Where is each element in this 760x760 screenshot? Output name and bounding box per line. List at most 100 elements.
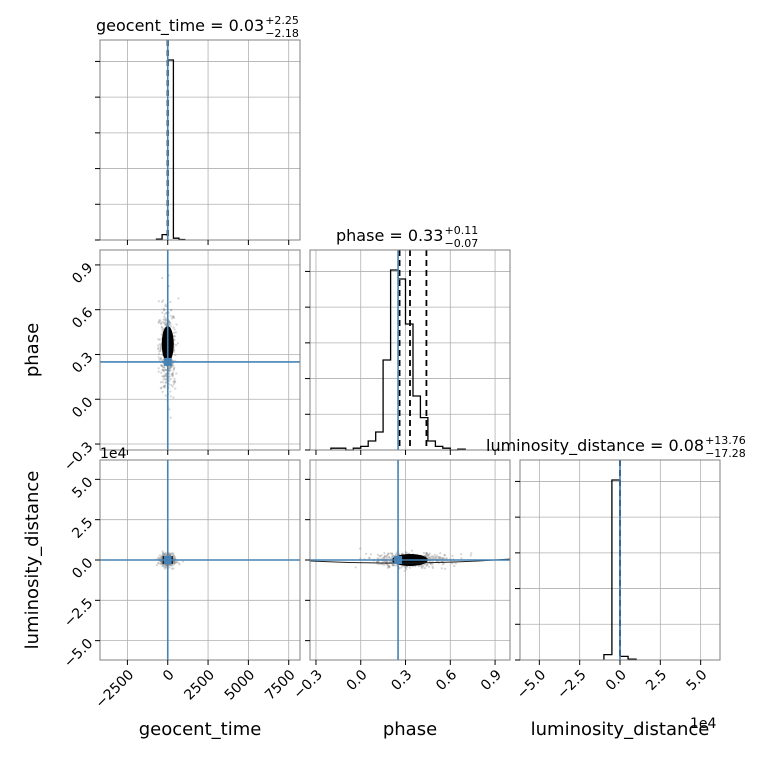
xtick-label-geocent_time: 2500 bbox=[181, 667, 218, 704]
sample-point bbox=[168, 383, 171, 386]
sample-point bbox=[170, 308, 173, 311]
sample-point bbox=[394, 564, 397, 567]
sample-point bbox=[163, 370, 166, 373]
sample-point bbox=[388, 556, 391, 559]
sample-point bbox=[388, 560, 392, 564]
sample-point bbox=[165, 368, 168, 371]
sample-point bbox=[161, 277, 164, 280]
sample-point bbox=[437, 557, 440, 560]
sample-point bbox=[157, 338, 160, 341]
sample-point bbox=[163, 386, 166, 389]
title-text: geocent_time = 0.03 bbox=[96, 16, 264, 36]
sample-point bbox=[157, 562, 160, 565]
sample-point bbox=[401, 565, 404, 568]
sample-point bbox=[175, 560, 178, 563]
sample-point bbox=[160, 364, 163, 367]
sample-point bbox=[424, 553, 427, 556]
sample-point bbox=[161, 311, 164, 314]
title-minus: −17.28 bbox=[705, 447, 746, 460]
sample-point bbox=[163, 377, 166, 380]
sample-point bbox=[168, 321, 171, 324]
sample-point bbox=[359, 547, 362, 550]
sample-point bbox=[431, 562, 434, 565]
sample-point bbox=[181, 560, 184, 563]
sample-point bbox=[164, 375, 167, 378]
sample-point bbox=[172, 315, 175, 318]
sample-point bbox=[426, 553, 429, 556]
sample-point bbox=[173, 561, 176, 565]
sample-point bbox=[160, 555, 163, 558]
sample-point bbox=[388, 566, 391, 569]
sample-point bbox=[163, 552, 166, 556]
sample-point bbox=[168, 380, 171, 383]
sample-point bbox=[164, 318, 167, 321]
panel-title-geocent_time: geocent_time = 0.03 +2.25−2.18 bbox=[96, 14, 299, 40]
sample-point bbox=[169, 323, 172, 326]
sample-point bbox=[160, 556, 164, 559]
sample-point bbox=[161, 562, 164, 565]
sample-point bbox=[171, 374, 174, 377]
sample-point bbox=[383, 563, 386, 567]
sample-point bbox=[168, 375, 171, 378]
sample-point bbox=[168, 566, 171, 569]
sample-point bbox=[392, 564, 395, 567]
sample-point bbox=[173, 562, 177, 565]
sample-point bbox=[159, 346, 162, 349]
sample-point bbox=[383, 551, 386, 555]
sample-point bbox=[158, 557, 161, 560]
sample-point bbox=[158, 350, 161, 353]
title-plus: +2.25 bbox=[265, 14, 299, 27]
sample-point bbox=[159, 357, 162, 360]
sample-point bbox=[159, 319, 162, 322]
sample-point bbox=[433, 553, 436, 556]
sample-point bbox=[417, 565, 421, 568]
sample-point bbox=[169, 366, 172, 369]
sample-point bbox=[164, 303, 167, 306]
ytick-label-luminosity_distance: −5.0 bbox=[61, 636, 96, 671]
panel-title-luminosity_distance: luminosity_distance = 0.08 +13.76−17.28 bbox=[486, 434, 746, 460]
sample-point bbox=[387, 552, 390, 556]
sample-point bbox=[384, 560, 387, 563]
sample-point bbox=[434, 555, 437, 558]
sample-point bbox=[159, 347, 163, 350]
sample-point bbox=[169, 552, 172, 555]
sample-point bbox=[427, 553, 430, 557]
histogram-geocent_time bbox=[155, 59, 186, 241]
sample-point bbox=[170, 384, 173, 387]
sample-point bbox=[439, 557, 442, 560]
sample-point bbox=[162, 551, 165, 555]
sample-point bbox=[157, 367, 160, 370]
offset-label-y: 1e4 bbox=[100, 446, 127, 462]
panel-geocent_time-geocent_time bbox=[95, 39, 301, 245]
title-param: phase bbox=[336, 226, 384, 245]
sample-point bbox=[162, 375, 165, 378]
sample-point bbox=[440, 567, 443, 570]
truth-marker bbox=[163, 357, 172, 366]
sample-point bbox=[399, 566, 402, 569]
sample-point bbox=[391, 554, 394, 557]
sample-point bbox=[172, 561, 175, 564]
sample-point bbox=[173, 556, 177, 559]
title-minus: −2.18 bbox=[265, 27, 299, 40]
xtick-label-geocent_time: 0 bbox=[160, 667, 178, 685]
sample-point bbox=[163, 553, 166, 556]
sample-point bbox=[169, 325, 172, 328]
sample-point bbox=[162, 375, 165, 378]
sample-point bbox=[395, 552, 398, 556]
ytick-label-phase: −0.3 bbox=[61, 439, 96, 474]
sample-point bbox=[427, 556, 430, 559]
sample-point bbox=[445, 557, 448, 560]
sample-point bbox=[164, 554, 167, 557]
sample-point bbox=[163, 384, 167, 387]
sample-point bbox=[161, 553, 164, 556]
xtick-label-phase: 0.6 bbox=[433, 667, 460, 694]
sample-point bbox=[161, 364, 164, 368]
sample-point bbox=[161, 328, 164, 331]
xtick-label-geocent_time: 7500 bbox=[262, 667, 299, 704]
xtick-label-phase: −0.3 bbox=[291, 667, 326, 702]
sample-point bbox=[157, 556, 160, 559]
sample-point bbox=[425, 552, 428, 555]
sample-point bbox=[432, 566, 435, 570]
sample-point bbox=[441, 563, 445, 566]
sample-point bbox=[177, 297, 180, 300]
